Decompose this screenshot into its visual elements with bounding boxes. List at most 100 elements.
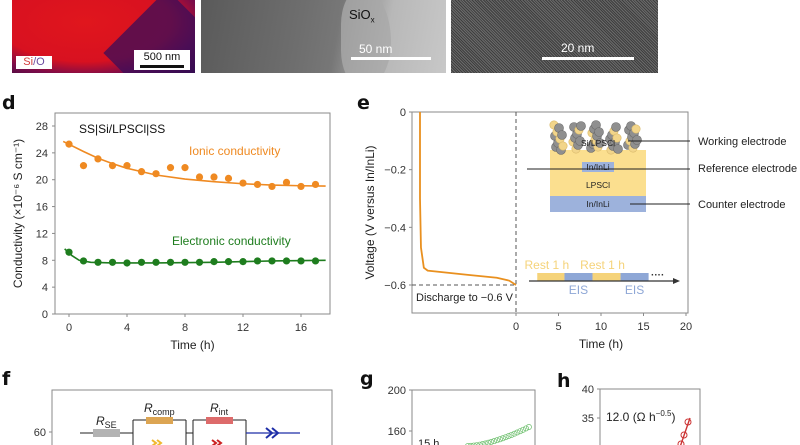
chart-e-xtick-label: 15 bbox=[637, 321, 649, 333]
panel-letter-d: d bbox=[2, 92, 16, 114]
protocol-label-eis: EIS bbox=[569, 283, 588, 297]
chart-g-point bbox=[468, 442, 474, 445]
chart-g-point bbox=[496, 436, 503, 443]
chart-d-xtick-label: 16 bbox=[295, 322, 307, 334]
chart-d-point-electronic bbox=[282, 257, 291, 265]
chart-d-ytick-label: 4 bbox=[42, 282, 48, 294]
chart-d-point-electronic bbox=[108, 258, 117, 266]
schematic-label-reference-layer: In/InLi bbox=[586, 162, 609, 172]
schematic-si-particle bbox=[575, 136, 585, 146]
eds-map-image: Si/O 500 nm bbox=[12, 0, 195, 73]
schematic-label-lpscl: LPSCl bbox=[586, 180, 610, 190]
schematic-lpscl-particle bbox=[631, 124, 641, 134]
hrtem-scale-bar bbox=[542, 57, 634, 60]
sio-label: SiOx bbox=[349, 7, 375, 25]
chart-d-point-ionic bbox=[282, 178, 291, 186]
chart-h-ytick-label: 40 bbox=[582, 384, 594, 396]
protocol-segment-rest bbox=[592, 273, 621, 281]
chart-g-point bbox=[508, 431, 515, 438]
schematic-si-particle bbox=[576, 121, 586, 131]
chart-d-point-ionic bbox=[79, 162, 88, 170]
schematic-reference-layer bbox=[582, 162, 614, 172]
chart-h-slope-exponent: −0.5 bbox=[656, 409, 672, 418]
chart-d-point-electronic bbox=[94, 258, 102, 266]
chart-d-xtick-label: 4 bbox=[124, 322, 130, 334]
chart-d-ytick-label: 20 bbox=[36, 175, 48, 187]
circuit-label-r-comp: Rcomp bbox=[144, 401, 175, 417]
chart-g-ytick-label: 160 bbox=[388, 426, 406, 438]
circuit-label-r-comp-sub: comp bbox=[153, 407, 175, 417]
chart-d-point-ionic bbox=[152, 170, 160, 178]
chart-d-point-ionic bbox=[181, 164, 189, 172]
schematic-lpscl-layer bbox=[550, 150, 646, 196]
protocol-ellipsis: ···· bbox=[651, 270, 664, 281]
chart-d-point-electronic bbox=[65, 248, 73, 256]
circuit-r-int-resistor bbox=[206, 417, 233, 424]
circuit-label-r-int-sub: int bbox=[219, 407, 229, 417]
chart-d-point-electronic bbox=[268, 257, 276, 265]
chart-e-ytick-label: 0 bbox=[400, 107, 406, 119]
chart-d-point-electronic bbox=[224, 258, 233, 266]
chart-d-point-electronic bbox=[79, 257, 88, 265]
eds-legend-o: O bbox=[36, 56, 45, 68]
chart-g-point bbox=[514, 429, 521, 436]
eds-scale-label: 500 nm bbox=[143, 51, 181, 63]
callout-working-electrode: Working electrode bbox=[698, 136, 786, 148]
protocol-label-rest: Rest 1 h bbox=[580, 258, 625, 272]
protocol-segment-eis bbox=[564, 273, 593, 281]
protocol-segment-eis bbox=[620, 273, 649, 281]
chart-d-point-electronic bbox=[195, 258, 204, 266]
panel-letter-h: h bbox=[557, 370, 571, 392]
chart-e-frame bbox=[411, 111, 689, 314]
schematic-lpscl-particle bbox=[558, 141, 568, 151]
chart-g-point bbox=[499, 435, 506, 442]
circuit-cpe-int-icon bbox=[211, 439, 218, 445]
chart-e-xtick-label: 5 bbox=[555, 321, 561, 333]
tem-scale-bar bbox=[351, 57, 431, 60]
chart-f-frame bbox=[51, 389, 333, 445]
callout-reference-electrode: Reference electrode bbox=[698, 163, 797, 175]
chart-d-xlabel: Time (h) bbox=[170, 338, 214, 352]
chart-d-xtick-label: 0 bbox=[66, 322, 72, 334]
chart-h-slope-annotation: 12.0 (Ω h−0.5) bbox=[606, 409, 675, 424]
chart-d-point-ionic bbox=[297, 182, 305, 191]
schematic-label-counter-layer: In/InLi bbox=[586, 199, 609, 209]
chart-e-xtick-label: 20 bbox=[680, 321, 692, 333]
schematic-si-particle bbox=[611, 122, 621, 132]
circuit-label-r-int-main: R bbox=[210, 401, 219, 415]
chart-d-point-ionic bbox=[123, 162, 131, 170]
chart-d-point-ionic bbox=[195, 173, 204, 181]
chart-d-point-electronic bbox=[210, 258, 218, 266]
chart-g-annotation: 15 h bbox=[418, 438, 439, 445]
chart-e-xtick-label: 0 bbox=[513, 321, 519, 333]
chart-d-point-electronic bbox=[166, 258, 175, 266]
schematic-si-particle bbox=[595, 138, 605, 148]
chart-g-point bbox=[473, 442, 480, 445]
chart-d-point-ionic bbox=[253, 180, 262, 189]
schematic-si-particle bbox=[594, 127, 604, 137]
panel-letter-e: e bbox=[357, 92, 370, 114]
callout-counter-electrode: Counter electrode bbox=[698, 199, 785, 211]
chart-d-ytick-label: 0 bbox=[42, 309, 48, 321]
circuit-r-se-resistor bbox=[93, 429, 120, 437]
chart-g-point bbox=[511, 430, 518, 437]
schematic-si-particle bbox=[632, 135, 642, 145]
chart-g-point bbox=[491, 438, 498, 445]
chart-d-point-ionic bbox=[137, 168, 146, 176]
eds-scale-bar bbox=[140, 65, 184, 68]
chart-d-point-ionic bbox=[224, 174, 233, 182]
chart-d-point-electronic bbox=[137, 258, 146, 266]
chart-e-ytick-label: −0.6 bbox=[384, 280, 406, 292]
chart-h-slope-value: 12.0 (Ω h bbox=[606, 410, 656, 424]
chart-d-point-electronic bbox=[239, 258, 247, 266]
chart-f-ytick-label: 60 bbox=[34, 427, 46, 439]
panel-letter-f: f bbox=[2, 368, 11, 390]
chart-e-discharge-curve bbox=[419, 112, 517, 286]
chart-g-point bbox=[505, 433, 512, 440]
chart-h-point bbox=[680, 431, 688, 439]
chart-d-frame bbox=[54, 112, 331, 315]
chart-d-point-electronic bbox=[253, 257, 262, 265]
eds-legend-si: Si bbox=[23, 56, 34, 68]
circuit-label-r-int: Rint bbox=[210, 401, 229, 417]
chart-d-xtick-label: 8 bbox=[182, 322, 188, 334]
